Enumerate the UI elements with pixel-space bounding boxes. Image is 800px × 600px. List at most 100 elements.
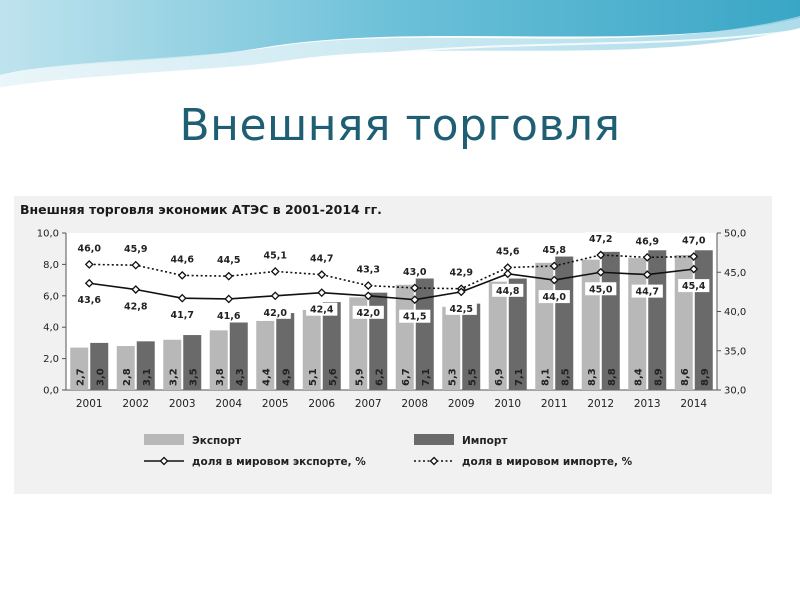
import-share-label: 47,2 (589, 234, 612, 245)
left-tick-label: 4,0 (43, 323, 59, 334)
import-share-label-bg (213, 253, 245, 267)
export-share-label-bg (538, 290, 570, 304)
export-bar-label: 8,6 (680, 368, 691, 386)
export-bar-label: 6,9 (494, 368, 505, 386)
export-bar-label: 2,7 (75, 368, 86, 386)
import-share-label: 44,7 (310, 254, 333, 265)
import-bar-label: 3,0 (95, 368, 106, 386)
import-share-label-bg (631, 234, 663, 248)
export-bar (488, 281, 507, 390)
import-share-label: 43,0 (403, 267, 427, 278)
import-bar (183, 335, 202, 390)
export-bar-label: 5,1 (308, 368, 319, 386)
import-share-label: 45,6 (496, 247, 520, 258)
import-bar-label: 8,9 (700, 368, 711, 386)
decorative-waves (0, 0, 800, 89)
export-share-label: 45,0 (589, 284, 613, 295)
import-bar (508, 278, 527, 390)
category-label: 2012 (587, 398, 614, 410)
left-tick-label: 8,0 (43, 260, 59, 271)
export-share-label-bg (306, 302, 338, 316)
legend-export-swatch (144, 434, 184, 445)
export-share-label-bg (73, 293, 105, 307)
import-share-label: 45,8 (543, 245, 567, 256)
right-tick-label: 45,0 (724, 268, 746, 279)
export-share-marker (84, 278, 94, 288)
category-label: 2006 (308, 398, 335, 410)
export-bar (442, 306, 461, 390)
import-bar-label: 5,5 (467, 368, 478, 386)
export-bar-label: 6,7 (401, 368, 412, 386)
export-share-label-bg (259, 305, 291, 319)
export-share-marker (689, 264, 699, 274)
export-share-label-bg (678, 279, 710, 293)
import-bar (136, 341, 155, 390)
category-label: 2008 (401, 398, 428, 410)
import-share-label: 45,9 (124, 244, 147, 255)
export-share-label-bg (492, 283, 524, 297)
import-bar-label: 8,8 (607, 368, 618, 386)
import-bar (276, 313, 295, 390)
import-bar-label: 3,5 (188, 368, 199, 386)
export-share-label-bg (445, 301, 477, 315)
import-share-label-bg (678, 233, 710, 247)
export-bar (163, 339, 182, 390)
import-share-label-bg (538, 242, 570, 256)
right-tick-label: 35,0 (724, 346, 746, 357)
export-share-marker (177, 293, 187, 303)
export-share-marker (317, 288, 327, 298)
export-share-label: 44,8 (496, 286, 520, 297)
import-share-label: 46,0 (78, 243, 102, 254)
export-share-label: 44,7 (636, 287, 659, 298)
import-bar-label: 7,1 (421, 368, 432, 386)
left-tick-label: 0,0 (43, 386, 59, 397)
export-share-label: 42,0 (357, 308, 381, 319)
import-bar-label: 5,6 (328, 368, 339, 386)
import-share-label-bg (306, 251, 338, 265)
import-bar-label: 4,9 (281, 368, 292, 386)
import-share-marker (642, 252, 652, 262)
export-bar-label: 8,1 (540, 368, 551, 386)
legend-import-label: Импорт (462, 435, 508, 447)
export-share-label-bg (399, 309, 431, 323)
export-bar-label: 8,3 (587, 368, 598, 386)
export-bar (349, 297, 368, 390)
legend-import-swatch (414, 434, 454, 445)
import-share-marker (224, 271, 234, 281)
import-share-label: 47,0 (682, 236, 706, 247)
import-bar-label: 8,5 (560, 368, 571, 386)
import-share-label-bg (259, 248, 291, 262)
slide-title: Внешняя торговля (179, 100, 621, 151)
export-bar (256, 320, 275, 390)
export-share-label-bg (631, 284, 663, 298)
import-share-marker (84, 259, 94, 269)
export-share-marker (224, 294, 234, 304)
import-share-label-bg (352, 262, 384, 276)
export-share-label-bg (585, 282, 617, 296)
import-bar (322, 302, 341, 390)
import-share-label: 46,9 (636, 236, 659, 247)
export-share-line (89, 268, 694, 301)
export-share-label-bg (166, 308, 198, 322)
export-share-label: 42,5 (450, 304, 473, 315)
export-share-marker (270, 291, 280, 301)
legend-export-label: Экспорт (192, 435, 242, 447)
import-share-marker (689, 252, 699, 261)
right-tick-label: 40,0 (724, 307, 746, 318)
import-share-label: 43,3 (357, 265, 380, 276)
import-share-label-bg (166, 252, 198, 266)
import-bar (555, 256, 574, 390)
export-bar-label: 3,2 (168, 368, 179, 386)
export-share-marker (549, 275, 559, 285)
import-share-marker (317, 270, 327, 280)
export-share-label: 42,0 (264, 308, 288, 319)
export-share-label: 42,4 (310, 305, 334, 316)
import-share-label-bg (120, 242, 152, 256)
export-share-label-bg (352, 305, 384, 319)
import-share-marker (549, 261, 559, 271)
import-share-marker (363, 281, 373, 291)
import-bar-label: 6,2 (374, 368, 385, 386)
category-label: 2013 (634, 398, 661, 410)
export-bar-label: 2,8 (122, 368, 133, 386)
export-bar (209, 330, 228, 390)
